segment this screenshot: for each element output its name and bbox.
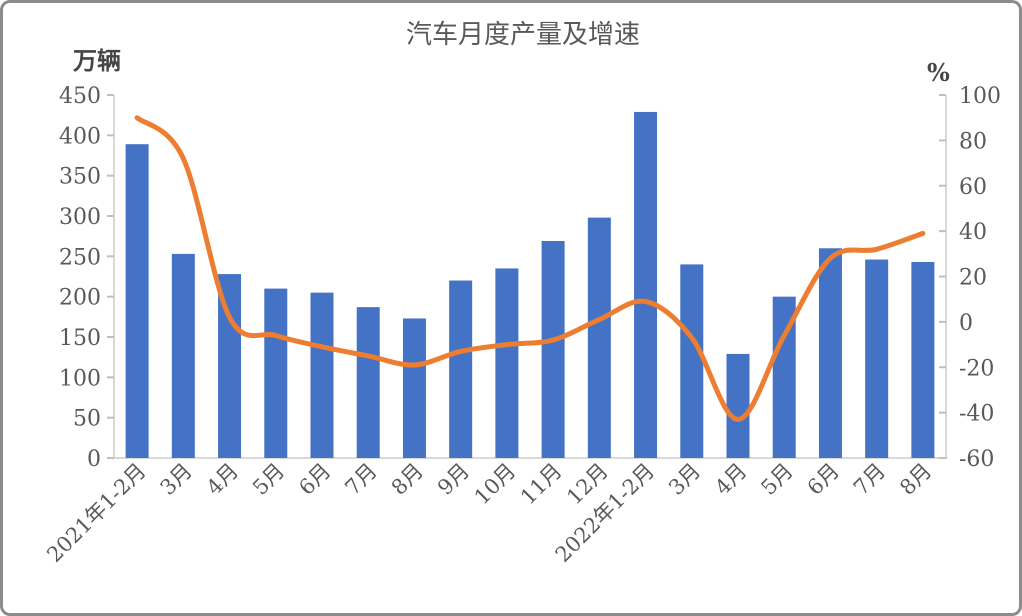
x-axis-category-label: 4月 bbox=[202, 459, 243, 500]
chart-title: 汽车月度产量及增速 bbox=[406, 20, 640, 50]
x-axis-category-label: 7月 bbox=[340, 459, 381, 500]
x-axis-category-label: 8月 bbox=[895, 459, 936, 500]
production-bar bbox=[865, 259, 889, 458]
production-bar bbox=[310, 292, 334, 458]
x-axis-category-label: 5月 bbox=[248, 459, 289, 500]
left-axis-unit-label: 万辆 bbox=[73, 46, 121, 75]
auto-production-combo-chart: 汽车月度产量及增速 万辆 % 0501001502002503003504004… bbox=[42, 20, 1001, 567]
production-bar bbox=[264, 288, 288, 458]
left-axis-tick-label: 200 bbox=[59, 286, 101, 311]
x-axis-category-label: 6月 bbox=[294, 459, 335, 500]
x-axis-category-label: 10月 bbox=[470, 459, 521, 510]
right-axis-tick-label: -40 bbox=[959, 402, 994, 427]
right-axis-tick-label: 100 bbox=[959, 84, 1001, 109]
production-bar bbox=[402, 318, 426, 458]
left-axis-tick-label: 250 bbox=[59, 245, 101, 270]
right-axis-tick-label: 60 bbox=[959, 175, 987, 200]
plot-area: 0 50 100 150 200 250 300 350 400 450 -60 -40 -20 0 20 4… bbox=[42, 84, 1001, 567]
x-axis-category-label: 2021年1-2月 bbox=[42, 459, 150, 567]
production-bar bbox=[495, 268, 519, 458]
right-axis-tick-label: 20 bbox=[959, 266, 987, 291]
production-bar bbox=[449, 280, 473, 458]
left-axis-tick-label: 50 bbox=[73, 407, 101, 432]
left-axis-tick-label: 0 bbox=[87, 447, 101, 472]
x-axis-category-label: 3月 bbox=[664, 459, 705, 500]
x-axis-category-label: 9月 bbox=[433, 459, 474, 500]
production-bar bbox=[171, 253, 195, 458]
right-axis-tick-label: 40 bbox=[959, 220, 987, 245]
production-bar bbox=[356, 307, 380, 458]
growth-rate-line bbox=[134, 115, 926, 422]
x-axis-category-label: 6月 bbox=[803, 459, 844, 500]
production-bar bbox=[911, 261, 935, 458]
right-axis-tick-label: -60 bbox=[959, 447, 994, 472]
production-bar bbox=[218, 274, 242, 458]
production-bar bbox=[587, 217, 611, 458]
x-axis-category-label: 3月 bbox=[156, 459, 197, 500]
production-bar bbox=[634, 111, 658, 458]
left-axis-tick-label: 100 bbox=[59, 366, 101, 391]
right-axis-tick-label: -20 bbox=[959, 356, 994, 381]
left-axis-tick-label: 150 bbox=[59, 326, 101, 351]
production-bar bbox=[680, 264, 704, 458]
right-axis-tick-label: 0 bbox=[959, 311, 973, 336]
left-axis-tick-label: 400 bbox=[59, 124, 101, 149]
x-axis-category-label: 4月 bbox=[710, 459, 751, 500]
x-axis-category-label: 7月 bbox=[849, 459, 890, 500]
production-bar bbox=[541, 241, 565, 458]
production-bar bbox=[818, 248, 842, 458]
right-axis-unit-label: % bbox=[927, 58, 950, 87]
right-axis-tick-label: 80 bbox=[959, 129, 987, 154]
production-bar bbox=[125, 144, 149, 458]
left-axis-tick-label: 450 bbox=[59, 84, 101, 109]
left-axis-tick-label: 300 bbox=[59, 205, 101, 230]
production-bar bbox=[772, 296, 796, 458]
x-axis-category-label: 8月 bbox=[387, 459, 428, 500]
x-axis-category-label: 5月 bbox=[756, 459, 797, 500]
left-axis-tick-label: 350 bbox=[59, 165, 101, 190]
x-axis-category-label: 11月 bbox=[516, 459, 567, 510]
production-bar bbox=[726, 353, 750, 458]
